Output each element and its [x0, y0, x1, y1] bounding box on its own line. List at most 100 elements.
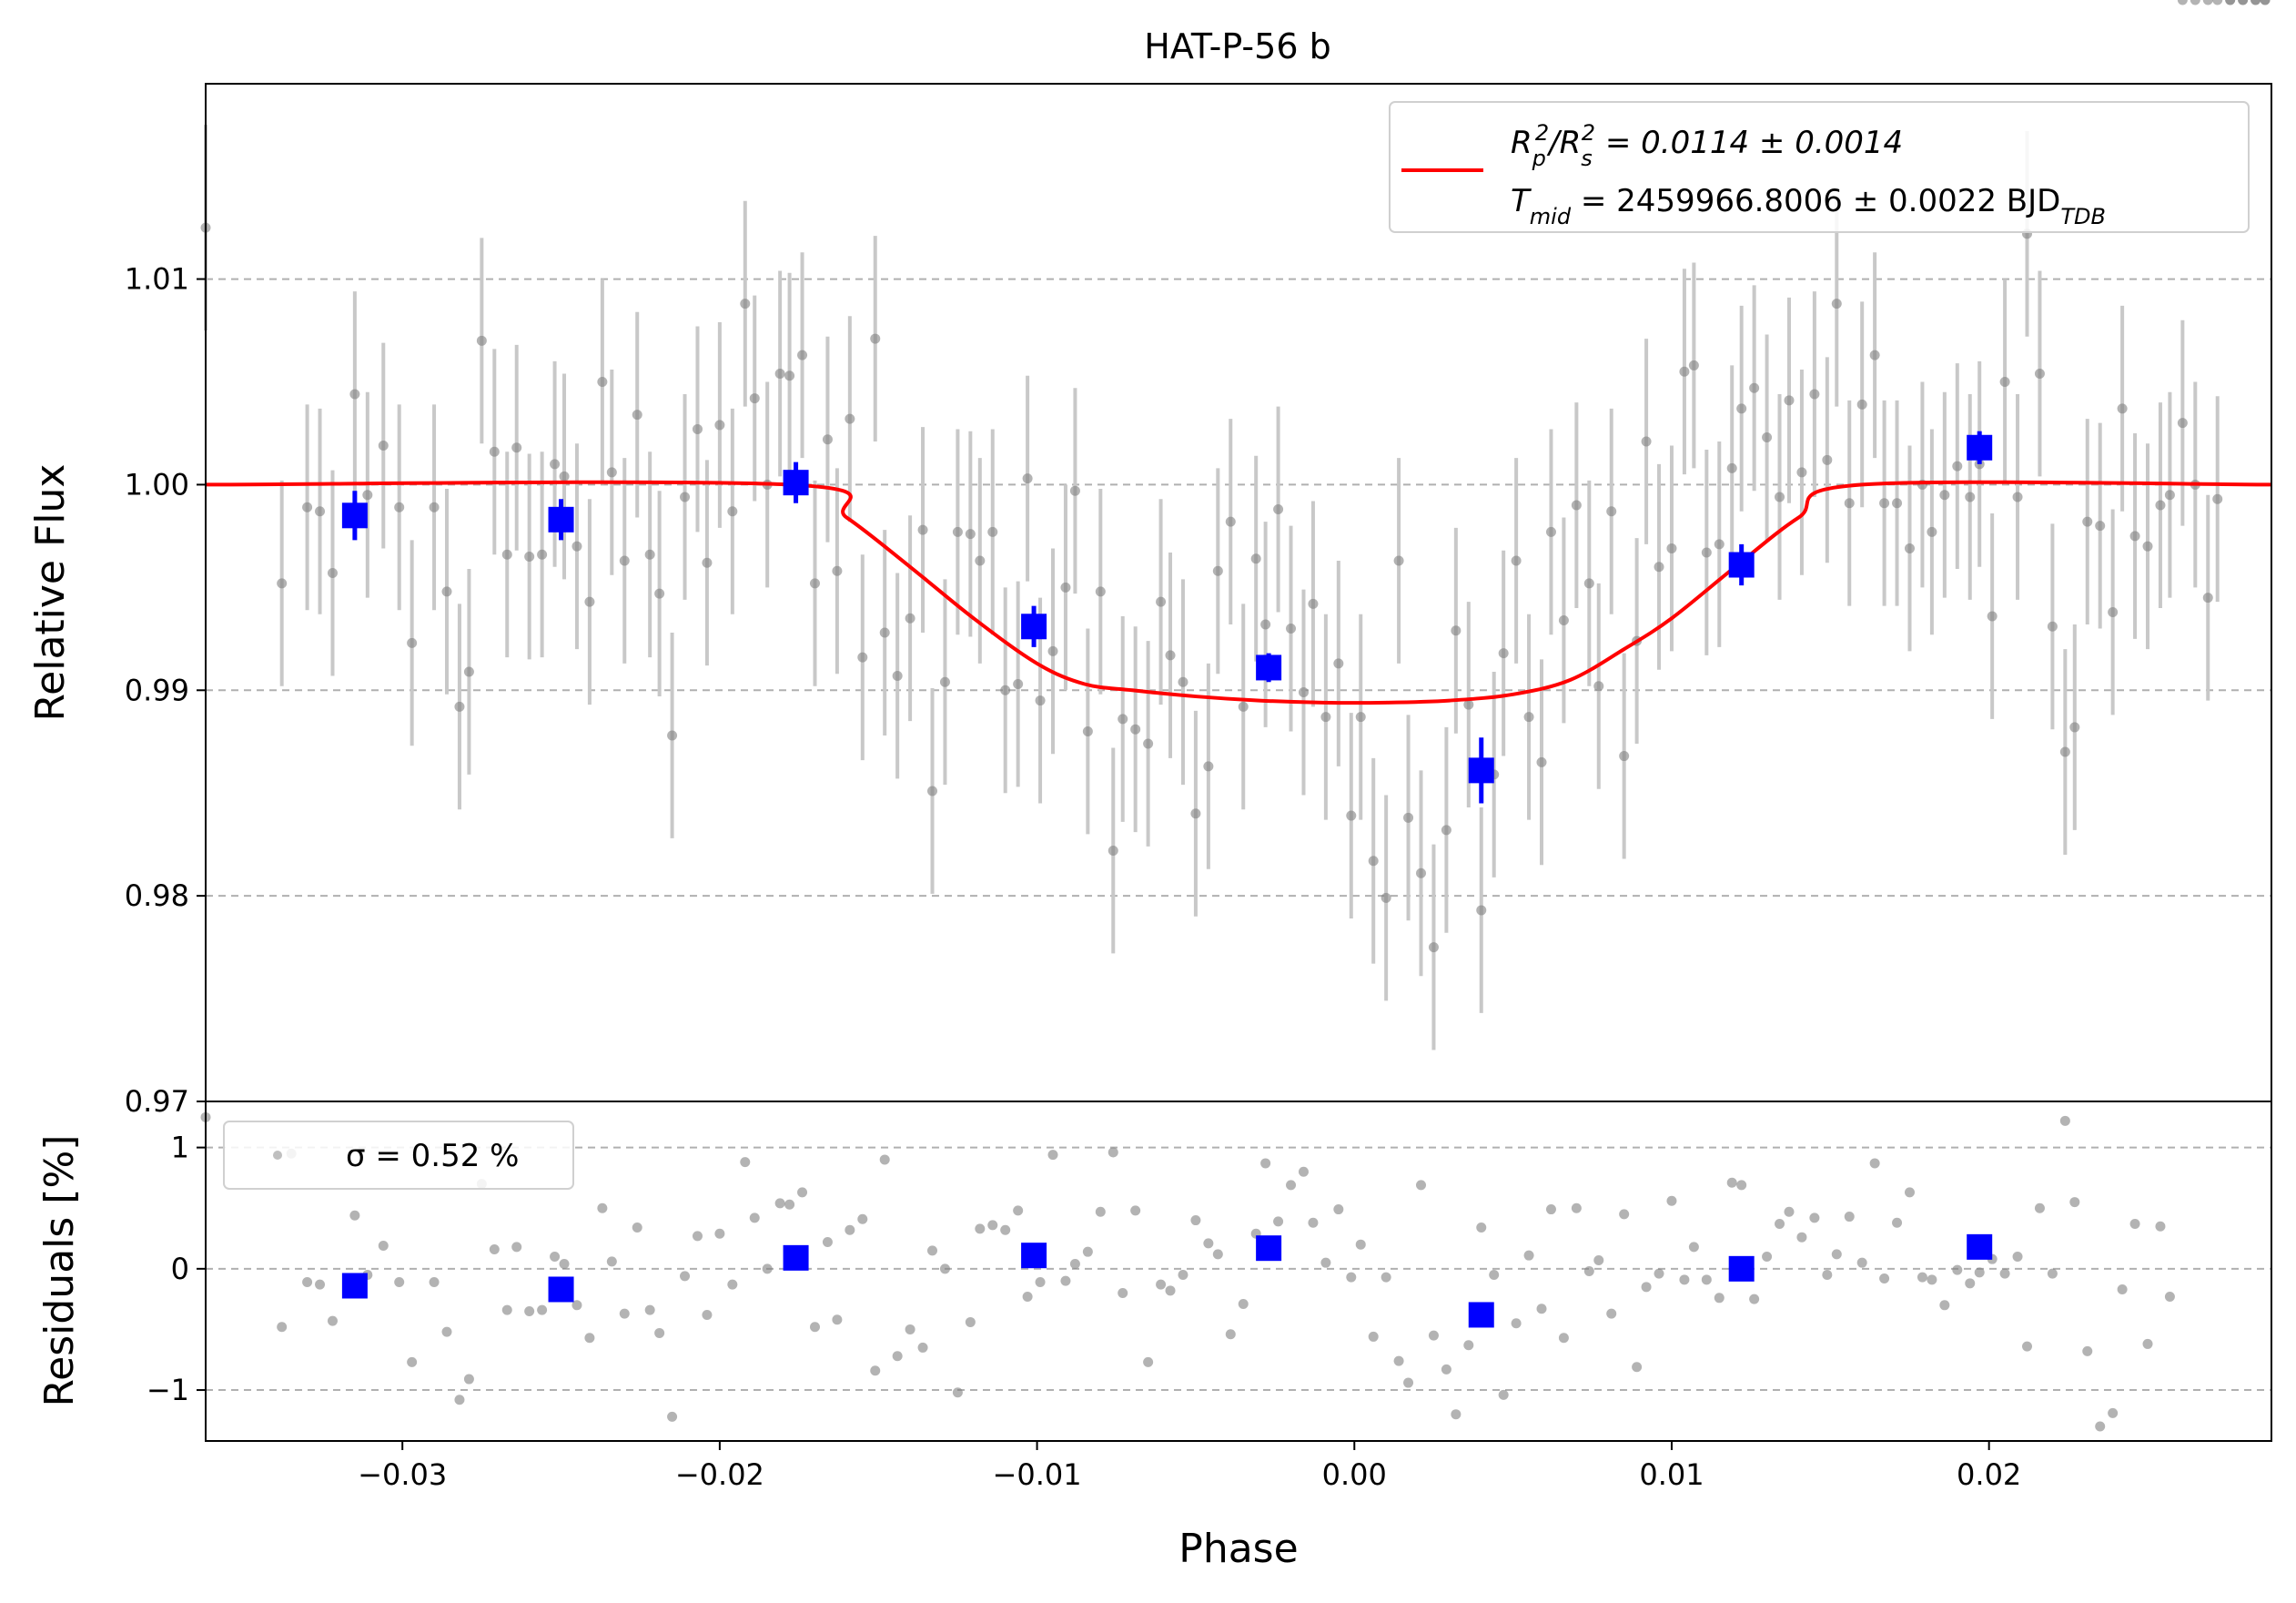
residual-raw-point: [1225, 1329, 1236, 1340]
raw-data-point: [845, 413, 855, 424]
raw-data-point: [2034, 368, 2045, 379]
transit-model-curve: [205, 480, 2272, 705]
residual-raw-point: [1095, 1206, 1106, 1217]
raw-data-point: [632, 410, 642, 421]
residual-raw-point: [1403, 1377, 1414, 1388]
residual-raw-point: [1939, 1300, 1950, 1311]
residual-raw-point: [2082, 1345, 2093, 1356]
residual-raw-point: [845, 1224, 855, 1235]
residual-raw-point: [1047, 1150, 1058, 1161]
residual-raw-point: [1428, 1330, 1439, 1341]
residual-raw-point: [619, 1308, 630, 1319]
raw-data-point: [1463, 699, 1474, 710]
raw-data-point: [1320, 712, 1331, 723]
raw-data-point: [2059, 746, 2070, 757]
raw-data-point: [1844, 498, 1855, 509]
residual-raw-point: [1476, 1223, 1487, 1233]
residual-raw-point: [1927, 1274, 1937, 1285]
raw-data-point: [571, 541, 582, 552]
residual-raw-point: [1190, 1215, 1201, 1226]
binned-data-point: [548, 506, 574, 533]
residual-binned-point: [548, 1276, 574, 1303]
x-tick-label: 0.01: [1639, 1457, 1704, 1492]
residual-raw-point: [463, 1374, 474, 1385]
raw-data-point: [1701, 547, 1712, 558]
raw-data-point: [1545, 526, 1556, 537]
residual-binned-point: [1021, 1243, 1047, 1269]
raw-data-point: [1022, 473, 1033, 484]
raw-data-point: [2047, 621, 2058, 632]
raw-data-point: [1583, 578, 1594, 589]
raw-data-point: [537, 549, 548, 560]
main-raw-points: [200, 0, 2271, 953]
residual-raw-point: [1108, 1147, 1118, 1158]
residual-raw-point: [1917, 1272, 1927, 1283]
residual-raw-point: [879, 1154, 890, 1165]
raw-data-point: [1654, 562, 1664, 573]
binned-data-point: [1021, 614, 1047, 640]
residual-raw-point: [1714, 1293, 1725, 1304]
residual-y-tick-label: −1: [147, 1373, 189, 1407]
raw-data-point: [1688, 360, 1699, 370]
raw-data-point: [1965, 492, 1976, 502]
raw-data-point: [2177, 418, 2188, 429]
residual-binned-point: [1256, 1235, 1282, 1262]
residual-raw-point: [1593, 1255, 1604, 1266]
raw-data-point: [797, 350, 808, 360]
residual-raw-point: [917, 1342, 928, 1353]
residual-raw-point: [987, 1220, 998, 1231]
residual-raw-point: [1641, 1282, 1652, 1293]
raw-data-point: [1679, 366, 1690, 377]
raw-data-point: [1355, 712, 1366, 723]
raw-data-point: [1749, 382, 1760, 393]
raw-data-point: [2095, 521, 2106, 532]
residual-raw-point: [327, 1315, 338, 1326]
residual-raw-point: [1298, 1166, 1309, 1177]
raw-data-point: [927, 786, 938, 796]
residual-raw-point: [939, 1263, 950, 1274]
raw-data-point: [2202, 593, 2213, 604]
residual-scatter-label: σ = 0.52 %: [346, 1138, 519, 1174]
residual-raw-point: [537, 1304, 548, 1315]
residual-binned-point: [1728, 1255, 1755, 1282]
raw-data-point: [749, 393, 760, 404]
residual-raw-point: [441, 1326, 452, 1337]
raw-data-point: [1879, 498, 1890, 509]
raw-data-point: [2069, 722, 2080, 733]
raw-data-point: [2164, 490, 2175, 501]
residual-raw-point: [302, 1276, 313, 1287]
residual-raw-point: [1368, 1331, 1379, 1342]
residual-raw-point: [1999, 1268, 2010, 1279]
residual-raw-point: [1118, 1287, 1128, 1298]
raw-data-point: [1060, 582, 1071, 593]
residual-raw-point: [1701, 1274, 1712, 1285]
residual-raw-point: [2034, 1202, 2045, 1213]
residual-raw-point: [644, 1304, 655, 1315]
residual-raw-point: [2212, 0, 2223, 5]
residual-raw-point: [1381, 1272, 1391, 1283]
residual-raw-point: [571, 1300, 582, 1311]
raw-data-point: [740, 299, 751, 309]
residual-raw-point: [1082, 1246, 1093, 1257]
raw-data-point: [784, 370, 795, 381]
residual-binned-points: [341, 1233, 1993, 1328]
raw-data-point: [1000, 685, 1011, 695]
raw-data-point: [302, 502, 313, 512]
residual-raw-point: [1178, 1269, 1188, 1280]
raw-data-point: [1451, 625, 1462, 636]
raw-data-point: [1869, 350, 1880, 360]
residual-raw-point: [774, 1198, 785, 1209]
x-tick-label: 0.00: [1322, 1457, 1387, 1492]
residual-raw-point: [2022, 1341, 2033, 1352]
raw-data-point: [714, 420, 725, 431]
residual-raw-point: [797, 1187, 808, 1198]
residual-raw-point: [1498, 1389, 1509, 1400]
raw-data-point: [619, 555, 630, 566]
raw-data-point: [1714, 539, 1725, 550]
binned-data-point: [783, 470, 809, 496]
raw-data-point: [476, 335, 487, 346]
raw-data-point: [965, 529, 976, 540]
main-y-tick-label: 1.00: [125, 467, 189, 502]
main-y-tick-label: 1.01: [125, 262, 189, 297]
raw-data-point: [1381, 892, 1391, 903]
